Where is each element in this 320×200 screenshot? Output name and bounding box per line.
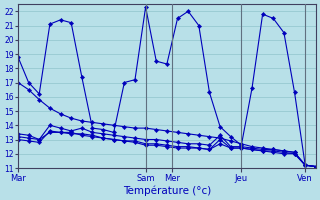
X-axis label: Température (°c): Température (°c) [123, 185, 211, 196]
